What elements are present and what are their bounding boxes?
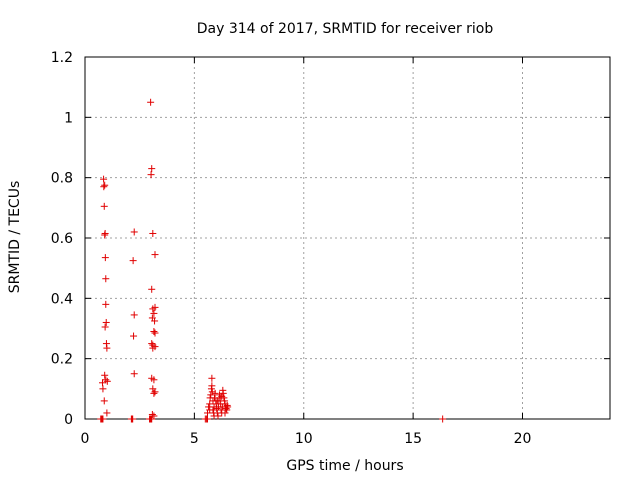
data-point	[101, 323, 109, 331]
data-point	[150, 389, 158, 397]
data-point	[103, 344, 111, 352]
data-point	[100, 183, 108, 191]
data-point	[130, 332, 138, 340]
data-point	[208, 382, 216, 390]
y-axis-label: SRMTID / TECUs	[7, 181, 23, 294]
data-point	[213, 404, 221, 412]
data-point	[219, 389, 227, 397]
data-point	[149, 229, 157, 237]
data-point	[102, 318, 110, 326]
data-point	[221, 409, 229, 417]
x-tick-label: 15	[404, 431, 422, 447]
y-tick-label: 1.2	[51, 50, 73, 66]
data-point	[130, 311, 138, 319]
data-point	[101, 181, 109, 189]
data-point	[100, 397, 108, 405]
data-point	[206, 406, 214, 414]
data-point	[150, 309, 158, 317]
data-point	[222, 404, 230, 412]
data-point	[101, 371, 109, 379]
data-point	[129, 257, 137, 265]
data-point	[210, 412, 218, 420]
data-point	[151, 329, 159, 337]
data-point	[102, 300, 110, 308]
data-point	[151, 251, 159, 259]
data-point	[439, 415, 447, 423]
data-point	[213, 397, 221, 405]
data-point	[149, 305, 157, 313]
data-point	[211, 389, 219, 397]
y-tick-label: 0.8	[51, 171, 73, 187]
data-point	[150, 376, 158, 384]
data-point	[150, 328, 158, 336]
data-point	[102, 376, 110, 384]
data-point	[102, 275, 110, 283]
data-point	[151, 317, 159, 325]
data-point	[218, 392, 226, 400]
x-tick-label: 20	[514, 431, 532, 447]
data-point	[224, 403, 232, 411]
data-point	[103, 377, 111, 385]
data-point	[100, 175, 108, 183]
data-point	[208, 388, 216, 396]
data-point	[130, 370, 138, 378]
data-point	[147, 98, 155, 106]
data-point	[130, 228, 138, 236]
y-tick-label: 0.4	[51, 291, 73, 307]
data-points	[97, 98, 447, 423]
data-point	[148, 165, 156, 173]
data-point	[150, 412, 158, 420]
data-point	[151, 388, 159, 396]
data-point	[148, 285, 156, 293]
data-point	[99, 415, 107, 423]
y-tick-label: 0	[64, 412, 73, 428]
data-point	[99, 379, 106, 387]
y-tick-label: 1	[64, 110, 73, 126]
data-point	[99, 385, 107, 393]
data-point	[148, 410, 156, 418]
x-axis-label: GPS time / hours	[286, 458, 403, 474]
data-point	[206, 400, 214, 408]
y-tick-label: 0.2	[51, 352, 73, 368]
x-tick-label: 10	[295, 431, 313, 447]
data-point	[208, 374, 216, 382]
axis-ticks: 0 5 10 15 20 0 0.2 0.4 0.6 0.8 1 1.2	[51, 50, 610, 447]
data-point	[207, 391, 215, 399]
data-point	[101, 254, 109, 262]
chart-title: Day 314 of 2017, SRMTID for receiver rio…	[197, 21, 494, 37]
x-tick-label: 5	[190, 431, 199, 447]
grid-lines	[85, 57, 610, 419]
data-point	[204, 415, 211, 423]
x-tick-label: 0	[81, 431, 90, 447]
data-point	[103, 409, 111, 417]
data-point	[148, 340, 156, 348]
data-point	[149, 344, 157, 352]
data-point	[100, 202, 108, 210]
data-point	[129, 415, 137, 423]
data-point	[147, 171, 155, 179]
data-point	[101, 229, 109, 237]
y-tick-label: 0.6	[51, 231, 73, 247]
